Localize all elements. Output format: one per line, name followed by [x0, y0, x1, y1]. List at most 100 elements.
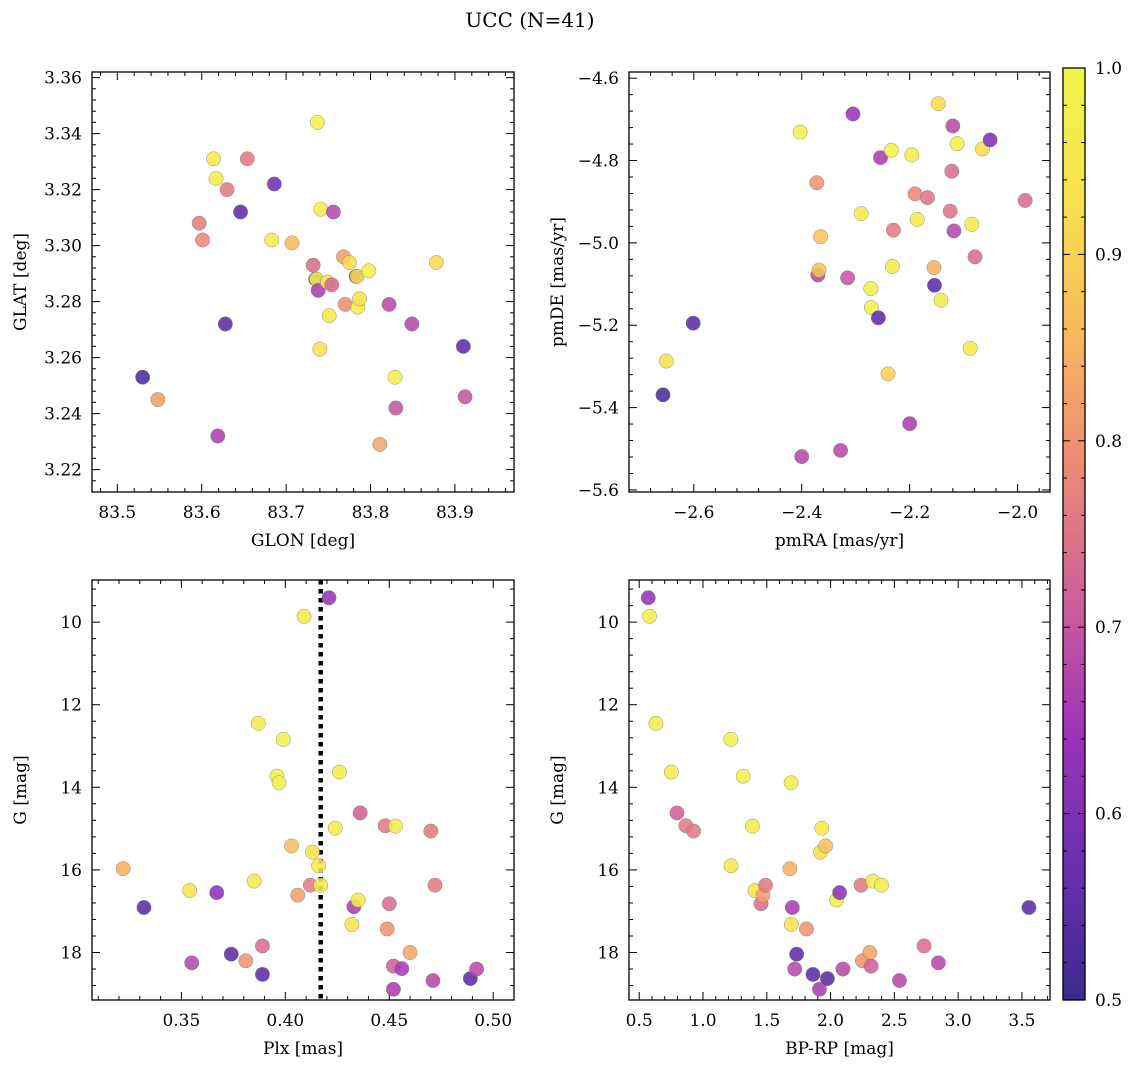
- colorbar-tick-label: 0.5: [1095, 991, 1122, 1011]
- y-tick-label: 18: [597, 944, 619, 964]
- y-axis-label: GLAT [deg]: [11, 233, 31, 331]
- scatter-point: [239, 151, 255, 167]
- x-tick-label: 83.5: [98, 503, 136, 523]
- scatter-point: [926, 260, 942, 275]
- scatter-point: [246, 873, 262, 889]
- scatter-point: [655, 387, 671, 403]
- y-tick-label: 3.36: [44, 69, 82, 89]
- colorbar-tick-label: 0.7: [1095, 618, 1122, 638]
- x-tick-label: 83.9: [436, 503, 474, 523]
- x-axis-label: BP-RP [mag]: [785, 1039, 894, 1059]
- scatter-point: [387, 369, 403, 385]
- x-tick-label: 1.5: [753, 1011, 780, 1031]
- y-tick-label: 14: [597, 778, 619, 798]
- bprp-g-panel: 0.5 1.0 1.5 2.0 2.5 3.0 3.5 10 12 14 16 18 BP-RP [ma…: [548, 579, 1051, 1059]
- scatter-point: [916, 938, 932, 954]
- scatter-point: [309, 115, 325, 130]
- scatter-point: [904, 147, 920, 163]
- scatter-point: [930, 955, 946, 971]
- scatter-point: [136, 900, 152, 915]
- scatter-point: [642, 608, 657, 624]
- scatter-point: [809, 175, 825, 191]
- scatter-point: [892, 973, 907, 988]
- scatter-point: [663, 764, 679, 780]
- scatter-point: [789, 946, 805, 962]
- scatter-point: [455, 338, 471, 354]
- scatter-point: [404, 316, 420, 332]
- scatter-point: [223, 946, 239, 962]
- scatter-point: [208, 170, 224, 186]
- scatter-point: [648, 715, 664, 731]
- scatter-point: [685, 315, 701, 331]
- scatter-point: [640, 590, 656, 606]
- scatter-point: [874, 877, 889, 893]
- scatter-point: [845, 106, 861, 122]
- scatter-points: [135, 115, 473, 452]
- scatter-point: [206, 151, 221, 167]
- scatter-point: [964, 216, 980, 232]
- pmra-pmde-panel: −2.6 −2.4 −2.2 −2.0 −5.6 −5.4 −5.2 −5.0 −4.8 −4.6…: [548, 69, 1051, 551]
- scatter-point: [967, 249, 983, 265]
- colorbar: 0.5 0.6 0.7 0.8 0.9 1.0: [1062, 59, 1122, 1011]
- scatter-point: [195, 232, 210, 248]
- scatter-point: [686, 823, 701, 839]
- scatter-point: [944, 163, 960, 179]
- scatter-point: [210, 428, 226, 444]
- scatter-point: [920, 190, 935, 205]
- scatter-point: [669, 805, 685, 821]
- scatter-point: [310, 282, 326, 298]
- x-tick-label: 83.7: [267, 503, 305, 523]
- y-tick-label: 16: [597, 861, 619, 881]
- scatter-point: [238, 953, 254, 969]
- scatter-point: [805, 966, 821, 982]
- scatter-point: [275, 732, 291, 747]
- scatter-point: [372, 436, 388, 452]
- scatter-point: [744, 818, 760, 834]
- scatter-point: [813, 229, 829, 245]
- scatter-point: [833, 443, 848, 458]
- scatter-point: [255, 966, 270, 982]
- scatter-point: [883, 142, 899, 158]
- scatter-point: [305, 257, 321, 273]
- scatter-point: [290, 887, 306, 903]
- scatter-point: [942, 203, 958, 219]
- scatter-point: [381, 296, 397, 312]
- scatter-point: [423, 823, 439, 839]
- scatter-point: [870, 310, 886, 326]
- scatter-point: [784, 900, 800, 915]
- scatter-point: [386, 981, 401, 997]
- scatter-point: [853, 206, 869, 222]
- y-tick-label: 3.28: [44, 293, 82, 313]
- scatter-point: [313, 877, 329, 893]
- colorbar-gradient: [1063, 68, 1085, 1000]
- scatter-point: [863, 281, 879, 296]
- scatter-point: [311, 858, 326, 874]
- colorbar-tick-label: 1.0: [1095, 59, 1122, 79]
- scatter-point: [782, 861, 798, 877]
- scatter-point: [862, 945, 878, 960]
- x-tick-label: 3.5: [1008, 1011, 1035, 1031]
- scatter-point: [812, 981, 827, 997]
- scatter-points: [640, 590, 1037, 997]
- scatter-point: [352, 291, 367, 307]
- scatter-panels: 83.5 83.6 83.7 83.8 83.9 3.22 3.24 3.26 3.28 3.30…: [11, 69, 1051, 1059]
- y-tick-label: 12: [597, 696, 619, 716]
- scatter-point: [873, 150, 888, 166]
- x-tick-label: 0.40: [266, 1011, 304, 1031]
- scatter-point: [863, 300, 879, 315]
- scatter-point: [880, 366, 896, 382]
- tick-marks: [629, 72, 1050, 492]
- tick-marks: [92, 580, 515, 1000]
- x-tick-label: −2.4: [781, 503, 822, 523]
- x-tick-label: 2.5: [881, 1011, 908, 1031]
- scatter-point: [321, 308, 337, 323]
- scatter-point: [324, 277, 340, 293]
- scatter-point: [135, 369, 151, 385]
- scatter-point: [325, 204, 341, 220]
- x-tick-label: 0.5: [626, 1011, 653, 1031]
- colorbar-tick-label: 0.6: [1095, 805, 1122, 825]
- y-tick-label: −5.2: [578, 316, 619, 336]
- tick-marks: [629, 580, 1050, 1000]
- scatter-point: [1021, 900, 1037, 915]
